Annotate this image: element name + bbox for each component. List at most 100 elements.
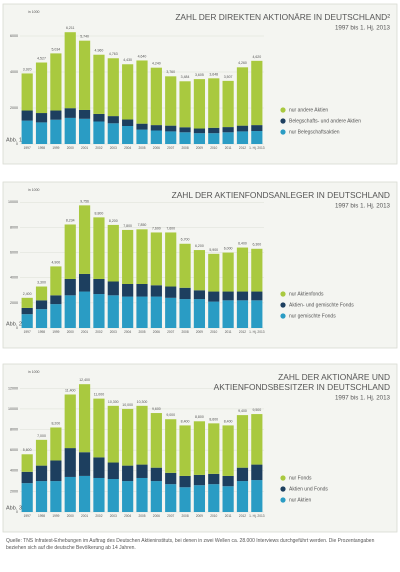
- bar-segment: [50, 110, 62, 120]
- chart-subtitle: 1997 bis 1. Hj. 2013: [335, 395, 391, 402]
- bar-segment: [179, 81, 191, 128]
- y-tick-label: 0: [16, 142, 18, 146]
- total-label: 3,760: [166, 70, 175, 74]
- bar-segment: [35, 122, 48, 144]
- bar-segment: [193, 250, 206, 291]
- bar-segment: [165, 125, 177, 132]
- total-label: 11,000: [94, 393, 104, 397]
- bar-segment: [222, 252, 234, 292]
- bar-segment: [50, 427, 62, 461]
- bar-segment: [78, 384, 91, 453]
- bar-segment: [21, 454, 33, 472]
- x-tick-label: 1999: [52, 514, 59, 518]
- bar-segment: [236, 300, 249, 328]
- bar-segment: [165, 484, 177, 512]
- source-note: Quelle: TNS Infratest-Erhebungen im Auft…: [6, 538, 375, 551]
- bar-segment: [21, 314, 33, 328]
- bar-segment: [208, 78, 220, 128]
- bar-segment: [251, 131, 263, 144]
- bar-segment: [21, 307, 33, 315]
- x-tick-label: 2010: [210, 146, 217, 150]
- legend-marker: [280, 291, 286, 297]
- bar-segment: [122, 119, 134, 126]
- bar-segment: [64, 295, 76, 328]
- bar-segment: [21, 471, 33, 484]
- x-tick-label: 2012: [239, 514, 246, 518]
- bar-segment: [35, 300, 48, 310]
- bar-segment: [107, 479, 119, 512]
- legend-label: nur Aktienfonds: [289, 291, 324, 297]
- bar-segment: [222, 291, 234, 301]
- bar-segment: [122, 284, 134, 297]
- total-label: 2,400: [23, 292, 32, 296]
- total-label: 8,400: [181, 419, 190, 423]
- bar-segment: [64, 32, 76, 109]
- bar-segment: [179, 132, 191, 144]
- unit-label: in 1000: [28, 188, 40, 192]
- y-tick-label: 8000: [10, 225, 18, 229]
- bar-segment: [122, 296, 134, 328]
- x-tick-label: 1997: [24, 330, 31, 334]
- total-label: 7,600: [166, 226, 175, 230]
- bar-segment: [78, 118, 91, 144]
- bar-segment: [208, 484, 220, 512]
- total-label: 7,850: [138, 223, 147, 227]
- figure-label: Abb. 2: [6, 321, 22, 327]
- bar-segment: [179, 299, 191, 328]
- bar-segment: [222, 80, 234, 128]
- bar-segment: [136, 405, 148, 465]
- legend-marker: [280, 313, 286, 319]
- bar-segment: [93, 398, 105, 458]
- legend-marker: [280, 486, 286, 492]
- x-tick-label: 2002: [95, 146, 102, 150]
- x-tick-label: 2006: [153, 146, 160, 150]
- unit-label: in 1000: [28, 370, 40, 374]
- bar-segment: [150, 467, 162, 482]
- total-label: 3,300: [37, 280, 46, 284]
- bar-segment: [107, 405, 119, 463]
- bar-segment: [21, 297, 33, 308]
- bar-segment: [35, 439, 48, 466]
- x-tick-label: 2000: [67, 146, 74, 150]
- bar-segment: [35, 481, 48, 512]
- bar-segment: [251, 414, 263, 465]
- total-label: 8,800: [95, 211, 104, 215]
- bar-segment: [93, 121, 105, 144]
- bar-segment: [251, 60, 263, 126]
- bar-segment: [165, 472, 177, 485]
- bar-segment: [107, 281, 119, 296]
- bar-segment: [208, 423, 220, 474]
- bar-segment: [35, 62, 48, 114]
- bar-segment: [21, 110, 33, 121]
- x-tick-label: 1. Hj. 2013: [249, 514, 265, 518]
- page: in 1000 0 2000 4000 6000 3,920 1997 4,527 1998 5,…: [2, 3, 398, 551]
- legend-label: Belegschafts- und andere Aktien: [289, 118, 361, 124]
- x-tick-label: 1999: [52, 146, 59, 150]
- bar-segment: [64, 476, 76, 512]
- total-label: 12,400: [79, 378, 90, 382]
- x-tick-label: 2001: [81, 514, 88, 518]
- legend-label: nur Fonds: [289, 475, 312, 481]
- bar-segment: [136, 296, 148, 328]
- bar-segment: [165, 76, 177, 126]
- total-label: 4,430: [123, 58, 132, 62]
- bar-segment: [165, 419, 177, 473]
- bar-segment: [179, 487, 191, 512]
- x-tick-label: 1. Hj. 2013: [249, 146, 265, 150]
- bar-segment: [222, 132, 234, 144]
- total-label: 9,400: [238, 409, 247, 413]
- x-tick-label: 2001: [81, 330, 88, 334]
- bar-segment: [35, 309, 48, 328]
- bar-segment: [222, 127, 234, 133]
- bar-segment: [107, 295, 119, 328]
- y-tick-label: 2000: [10, 489, 18, 493]
- x-tick-label: 2006: [153, 330, 160, 334]
- legend-label: Aktien- und gemischte Fonds: [289, 302, 354, 308]
- total-label: 6,211: [66, 26, 75, 30]
- bar-segment: [78, 40, 91, 110]
- total-label: 5,034: [51, 47, 60, 51]
- bar-segment: [50, 481, 62, 512]
- bar-segment: [122, 465, 134, 482]
- x-tick-label: 2007: [167, 514, 174, 518]
- y-tick-label: 0: [16, 326, 18, 330]
